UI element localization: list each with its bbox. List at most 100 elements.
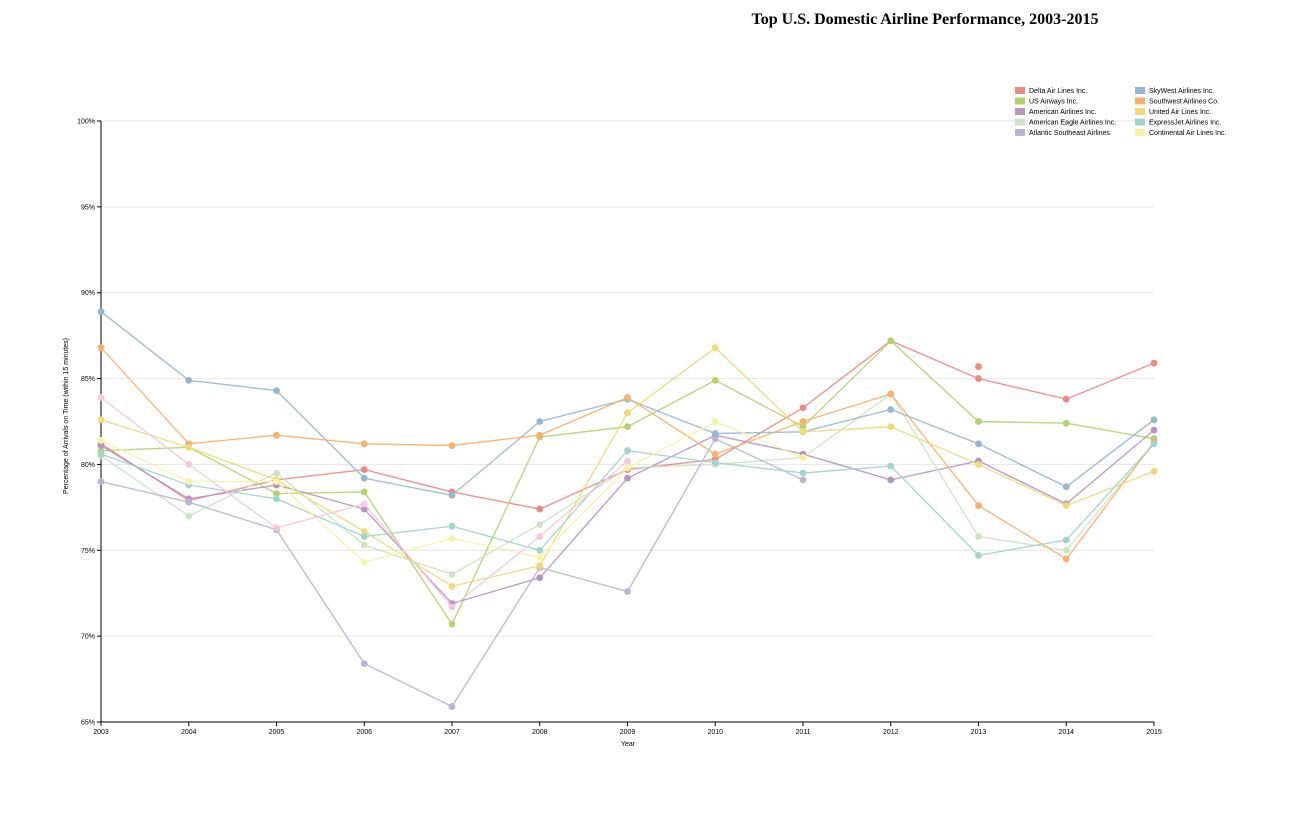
data-point[interactable] (799, 476, 807, 484)
data-point[interactable] (448, 491, 456, 499)
data-point[interactable] (975, 440, 982, 448)
data-point[interactable] (97, 436, 105, 444)
data-point[interactable] (185, 376, 193, 384)
data-point[interactable] (185, 478, 193, 485)
legend-item: ExpressJet Airlines Inc. (1135, 118, 1221, 127)
data-point[interactable] (360, 533, 368, 540)
data-point[interactable] (536, 505, 544, 513)
data-point[interactable] (799, 404, 807, 412)
data-point[interactable] (1150, 467, 1158, 475)
data-point[interactable] (97, 344, 105, 352)
data-point[interactable] (887, 390, 895, 398)
data-point[interactable] (97, 416, 105, 424)
data-point[interactable] (360, 500, 368, 508)
data-point[interactable] (1150, 359, 1158, 367)
data-point[interactable] (360, 440, 368, 448)
data-point[interactable] (1150, 426, 1158, 434)
data-point[interactable] (975, 363, 982, 370)
data-point[interactable] (360, 527, 368, 535)
data-point[interactable] (887, 406, 895, 413)
data-point[interactable] (624, 474, 631, 482)
data-point[interactable] (1062, 555, 1070, 563)
data-point[interactable] (624, 409, 631, 417)
data-point[interactable] (273, 478, 280, 485)
data-point[interactable] (185, 512, 193, 520)
data-point[interactable] (360, 660, 368, 668)
data-point[interactable] (711, 376, 719, 384)
data-point[interactable] (887, 423, 895, 431)
data-point[interactable] (97, 394, 105, 401)
data-point[interactable] (975, 552, 982, 559)
data-point[interactable] (448, 582, 456, 590)
legend-item: SkyWest Airlines Inc. (1135, 87, 1214, 95)
data-point[interactable] (448, 534, 456, 542)
data-point[interactable] (97, 308, 105, 316)
data-point[interactable] (624, 447, 631, 455)
data-point[interactable] (711, 459, 719, 467)
data-point[interactable] (799, 454, 807, 461)
data-point[interactable] (624, 457, 631, 465)
data-point[interactable] (1062, 395, 1070, 403)
data-point[interactable] (185, 461, 193, 468)
data-point[interactable] (711, 418, 719, 425)
data-point[interactable] (799, 423, 807, 431)
data-point[interactable] (273, 524, 280, 532)
data-point[interactable] (1062, 536, 1070, 544)
data-point[interactable] (887, 337, 895, 345)
data-point[interactable] (1062, 546, 1070, 554)
data-point[interactable] (975, 461, 982, 468)
data-point[interactable] (624, 394, 631, 401)
data-point[interactable] (360, 541, 368, 549)
data-point[interactable] (624, 464, 631, 472)
data-point[interactable] (1150, 440, 1158, 448)
data-point[interactable] (97, 450, 105, 458)
data-point[interactable] (711, 450, 719, 458)
data-point[interactable] (273, 469, 280, 477)
data-point[interactable] (360, 488, 368, 496)
data-point[interactable] (536, 562, 544, 570)
data-point[interactable] (799, 428, 807, 436)
data-point[interactable] (536, 521, 544, 528)
data-point[interactable] (448, 603, 456, 611)
data-point[interactable] (185, 443, 193, 451)
data-point[interactable] (1062, 419, 1070, 427)
data-point[interactable] (448, 620, 456, 628)
data-point[interactable] (448, 703, 456, 710)
data-point[interactable] (711, 430, 719, 437)
data-point[interactable] (448, 442, 456, 449)
data-point[interactable] (536, 533, 544, 540)
data-point[interactable] (975, 418, 982, 425)
data-point[interactable] (887, 476, 895, 484)
data-point[interactable] (448, 522, 456, 530)
data-point[interactable] (273, 495, 280, 503)
data-point[interactable] (185, 498, 193, 506)
data-point[interactable] (360, 558, 368, 566)
data-point[interactable] (97, 478, 105, 485)
data-point[interactable] (711, 344, 719, 352)
data-point[interactable] (975, 533, 982, 540)
data-point[interactable] (799, 418, 807, 425)
data-point[interactable] (273, 387, 280, 394)
data-point[interactable] (536, 546, 544, 554)
data-point[interactable] (1062, 483, 1070, 491)
data-point[interactable] (360, 505, 368, 513)
data-point[interactable] (360, 466, 368, 473)
data-point[interactable] (273, 490, 280, 498)
data-point[interactable] (711, 435, 719, 443)
data-point[interactable] (536, 553, 544, 561)
data-point[interactable] (360, 474, 368, 482)
data-point[interactable] (975, 502, 982, 510)
data-point[interactable] (536, 418, 544, 425)
data-point[interactable] (624, 588, 631, 595)
data-point[interactable] (536, 431, 544, 439)
data-point[interactable] (624, 423, 631, 431)
data-point[interactable] (887, 462, 895, 470)
data-point[interactable] (536, 574, 544, 582)
data-point[interactable] (975, 375, 982, 382)
data-point[interactable] (1150, 416, 1158, 424)
data-point[interactable] (799, 469, 807, 477)
data-point[interactable] (1062, 502, 1070, 510)
data-point[interactable] (97, 442, 105, 449)
data-point[interactable] (273, 431, 280, 439)
data-point[interactable] (448, 570, 456, 578)
